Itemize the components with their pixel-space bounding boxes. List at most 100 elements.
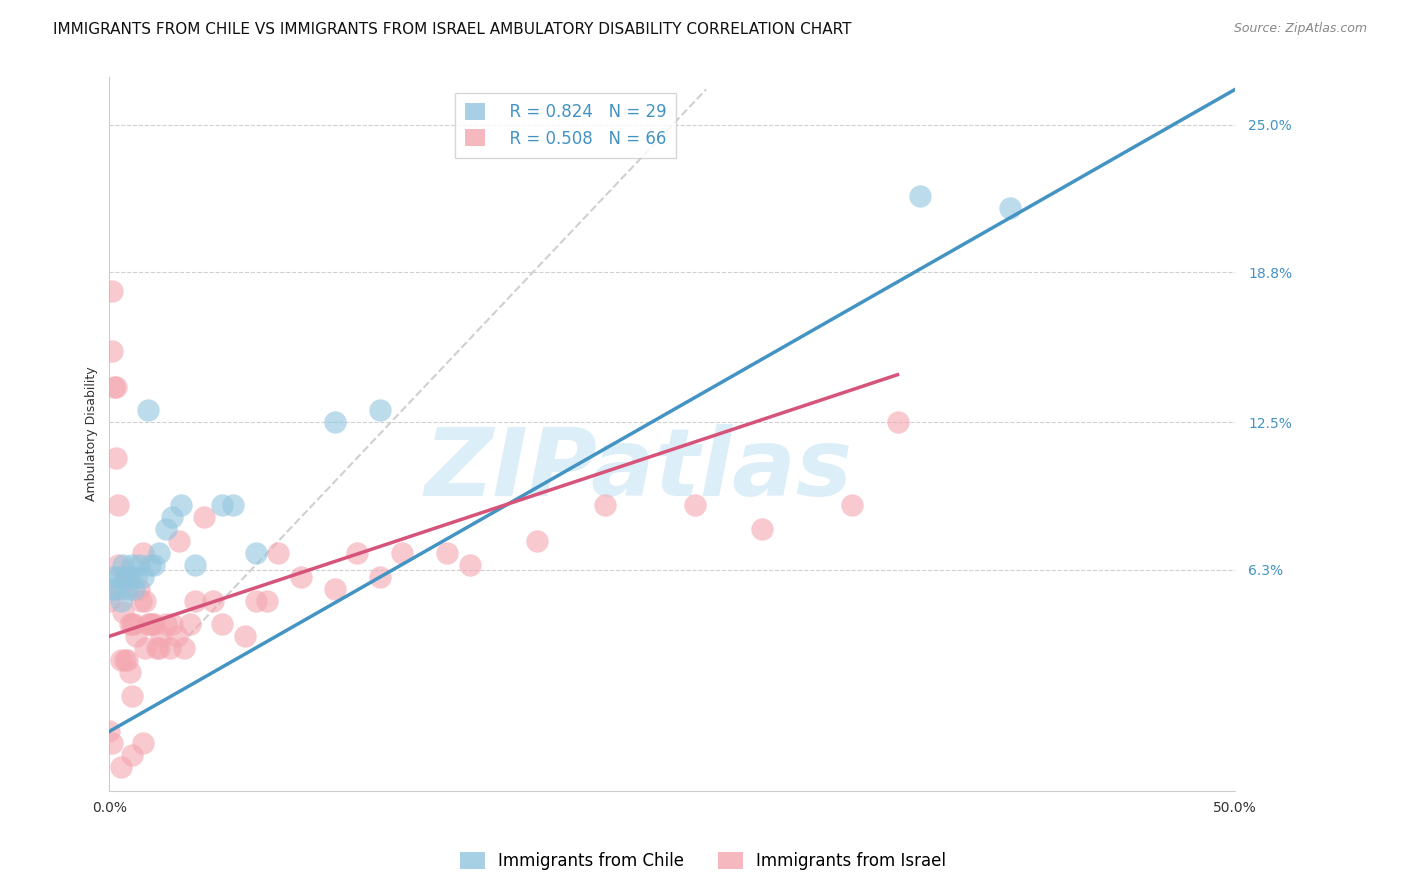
Point	[100, 582, 122, 596]
Point	[233, 629, 256, 643]
Point	[155, 522, 177, 536]
Point	[118, 570, 141, 584]
Y-axis label: Ambulatory Disability: Ambulatory Disability	[86, 367, 98, 501]
Point	[125, 570, 148, 584]
Point	[211, 499, 233, 513]
Point	[136, 617, 159, 632]
Point	[128, 558, 150, 572]
Point	[105, 450, 128, 465]
Point	[139, 617, 162, 632]
Point	[751, 522, 773, 536]
Text: Source: ZipAtlas.com: Source: ZipAtlas.com	[1233, 22, 1367, 36]
Point	[122, 582, 145, 596]
Point	[211, 617, 233, 632]
Point	[134, 641, 156, 656]
Point	[118, 617, 141, 632]
Point	[167, 534, 190, 549]
Point	[162, 510, 184, 524]
Point	[121, 558, 143, 572]
Point	[107, 558, 129, 572]
Point	[132, 546, 155, 560]
Point	[841, 499, 863, 513]
Point	[100, 343, 122, 358]
Legend:   R = 0.824   N = 29,   R = 0.508   N = 66: R = 0.824 N = 29, R = 0.508 N = 66	[456, 93, 676, 158]
Point	[222, 499, 245, 513]
Point	[117, 653, 139, 667]
Point	[141, 617, 163, 632]
Point	[148, 546, 170, 560]
Point	[134, 593, 156, 607]
Point	[162, 617, 184, 632]
Text: IMMIGRANTS FROM CHILE VS IMMIGRANTS FROM ISRAEL AMBULATORY DISABILITY CORRELATIO: IMMIGRANTS FROM CHILE VS IMMIGRANTS FROM…	[53, 22, 852, 37]
Point	[143, 617, 166, 632]
Point	[125, 629, 148, 643]
Point	[129, 593, 152, 607]
Point	[100, 736, 122, 750]
Point	[155, 617, 177, 632]
Point	[111, 606, 134, 620]
Point	[184, 593, 207, 607]
Point	[103, 570, 125, 584]
Point	[173, 641, 195, 656]
Point	[683, 499, 706, 513]
Point	[267, 546, 290, 560]
Point	[132, 736, 155, 750]
Point	[245, 593, 267, 607]
Point	[201, 593, 224, 607]
Point	[139, 558, 162, 572]
Point	[346, 546, 368, 560]
Point	[166, 629, 188, 643]
Point	[179, 617, 201, 632]
Point	[105, 379, 128, 393]
Point	[114, 570, 136, 584]
Point	[121, 617, 143, 632]
Point	[184, 558, 207, 572]
Point	[107, 499, 129, 513]
Point	[110, 582, 132, 596]
Point	[114, 653, 136, 667]
Point	[170, 499, 193, 513]
Point	[148, 641, 170, 656]
Point	[256, 593, 278, 607]
Point	[323, 415, 346, 429]
Point	[122, 617, 145, 632]
Point	[118, 665, 141, 679]
Point	[998, 201, 1021, 215]
Point	[111, 558, 134, 572]
Point	[98, 724, 121, 739]
Point	[526, 534, 548, 549]
Point	[886, 415, 908, 429]
Point	[117, 582, 139, 596]
Point	[114, 570, 136, 584]
Point	[110, 653, 132, 667]
Point	[121, 748, 143, 763]
Point	[110, 593, 132, 607]
Point	[323, 582, 346, 596]
Point	[193, 510, 215, 524]
Point	[908, 189, 931, 203]
Point	[143, 558, 166, 572]
Point	[128, 582, 150, 596]
Legend: Immigrants from Chile, Immigrants from Israel: Immigrants from Chile, Immigrants from I…	[453, 845, 953, 877]
Point	[117, 570, 139, 584]
Point	[150, 629, 173, 643]
Point	[159, 641, 181, 656]
Point	[436, 546, 458, 560]
Point	[103, 379, 125, 393]
Text: ZIPatlas: ZIPatlas	[425, 424, 852, 516]
Point	[110, 760, 132, 774]
Point	[458, 558, 481, 572]
Point	[368, 570, 391, 584]
Point	[593, 499, 616, 513]
Point	[245, 546, 267, 560]
Point	[100, 285, 122, 299]
Point	[145, 641, 167, 656]
Point	[107, 570, 129, 584]
Point	[391, 546, 413, 560]
Point	[368, 403, 391, 417]
Point	[121, 689, 143, 703]
Point	[105, 582, 128, 596]
Point	[136, 403, 159, 417]
Point	[98, 593, 121, 607]
Point	[132, 570, 155, 584]
